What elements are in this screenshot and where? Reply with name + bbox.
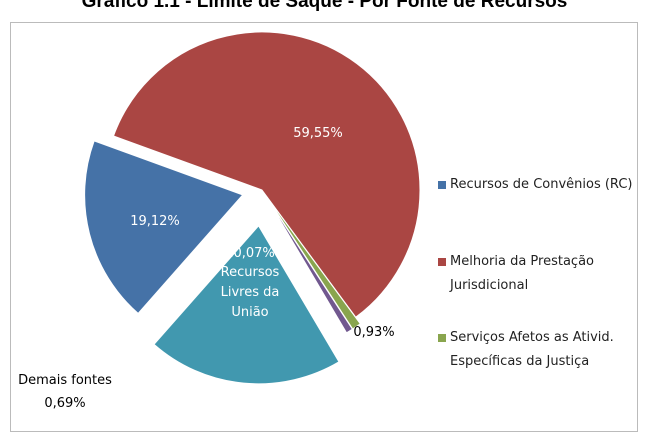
slice-name: Recursos Livres da União: [220, 265, 280, 320]
legend-swatch: [438, 334, 446, 342]
value-label: 0,69%: [44, 396, 86, 411]
pie-slice: [153, 224, 340, 385]
legend-entry: Serviços Afetos as Ativid. Específicas d…: [438, 326, 640, 374]
legend-label: Recursos de Convênios (RC): [450, 177, 633, 192]
legend-label: Serviços Afetos as Ativid. Específicas d…: [450, 330, 614, 369]
chart-title: Gráfico 1.1 - Limite de Saque - Por Font…: [81, 0, 568, 12]
legend-label: Melhoria da Prestação Jurisdicional: [450, 254, 594, 293]
value-label: 20,07%: [225, 246, 275, 261]
legend-swatch: [438, 181, 446, 189]
pie-slice: [84, 140, 244, 315]
value-label: 19,12%: [130, 214, 180, 229]
pie-slice: [112, 31, 421, 318]
value-label: 0,93%: [353, 325, 395, 340]
pie-slice: [265, 196, 354, 334]
legend-entry: Melhoria da Prestação Jurisdicional: [438, 250, 640, 298]
value-label: 59,55%: [293, 126, 343, 141]
legend-entry: Recursos de Convênios (RC): [438, 173, 640, 197]
legend-swatch: [438, 258, 446, 266]
slice-name: Demais fontes: [18, 373, 112, 388]
